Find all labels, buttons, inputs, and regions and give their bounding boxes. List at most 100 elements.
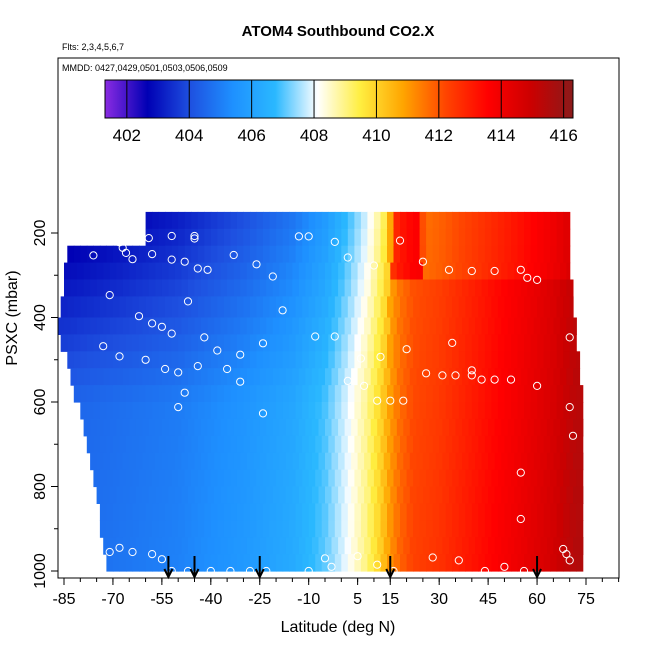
field-cell bbox=[481, 452, 489, 471]
field-cell bbox=[497, 520, 505, 538]
field-cell bbox=[458, 503, 466, 521]
field-cell bbox=[256, 385, 264, 403]
field-cell bbox=[106, 435, 114, 454]
observation-point bbox=[174, 403, 183, 412]
field-cell bbox=[165, 211, 173, 230]
field-cell bbox=[289, 245, 297, 264]
observation-point bbox=[506, 375, 516, 384]
field-cell bbox=[406, 520, 414, 538]
field-cell bbox=[475, 452, 483, 471]
field-cell bbox=[308, 554, 316, 572]
field-cell bbox=[416, 418, 424, 437]
field-cell bbox=[455, 262, 463, 281]
field-cell bbox=[302, 554, 310, 572]
field-cell bbox=[559, 418, 567, 437]
field-cell bbox=[243, 211, 251, 230]
field-cell bbox=[360, 211, 368, 230]
field-cell bbox=[546, 317, 554, 335]
field-cell bbox=[439, 402, 447, 420]
field-cell bbox=[233, 317, 241, 335]
field-cell bbox=[422, 537, 430, 555]
field-cell bbox=[344, 317, 352, 335]
field-cell bbox=[400, 554, 408, 572]
field-cell bbox=[520, 317, 528, 335]
field-cell bbox=[315, 554, 323, 572]
field-cell bbox=[250, 469, 258, 488]
field-cell bbox=[311, 537, 319, 555]
field-cell bbox=[112, 296, 120, 319]
x-tick-label: -85 bbox=[52, 591, 75, 608]
field-cell bbox=[266, 368, 274, 386]
field-cell bbox=[269, 385, 277, 403]
field-cell bbox=[308, 245, 316, 264]
field-cell bbox=[393, 211, 401, 230]
field-cell bbox=[579, 486, 584, 504]
field-cell bbox=[481, 279, 489, 297]
field-cell bbox=[497, 385, 505, 403]
field-cell bbox=[139, 245, 147, 264]
field-cell bbox=[302, 435, 310, 454]
field-cell bbox=[559, 279, 567, 297]
field-cell bbox=[158, 351, 166, 369]
observation-point bbox=[490, 375, 499, 384]
field-cell bbox=[393, 228, 401, 247]
field-cell bbox=[328, 228, 336, 247]
field-cell bbox=[285, 317, 293, 335]
field-cell bbox=[158, 402, 166, 420]
field-cell bbox=[217, 228, 225, 247]
field-cell bbox=[468, 418, 476, 437]
observation-point bbox=[330, 237, 339, 246]
field-cell bbox=[445, 351, 453, 369]
field-cell bbox=[334, 228, 342, 247]
field-cell bbox=[553, 317, 561, 335]
field-cell bbox=[367, 554, 375, 572]
field-cell bbox=[289, 351, 297, 369]
field-cell bbox=[230, 245, 238, 264]
field-cell bbox=[511, 228, 519, 247]
field-cell bbox=[429, 368, 437, 386]
field-cell bbox=[158, 211, 166, 230]
field-cell bbox=[308, 385, 316, 403]
field-cell bbox=[217, 334, 225, 352]
field-cell bbox=[331, 452, 339, 471]
field-cell bbox=[119, 402, 127, 420]
field-cell bbox=[367, 435, 375, 454]
field-cell bbox=[165, 385, 173, 403]
field-cell bbox=[422, 279, 430, 297]
field-cell bbox=[426, 435, 434, 454]
field-cell bbox=[315, 245, 323, 264]
field-cell bbox=[370, 262, 378, 281]
field-cell bbox=[311, 368, 319, 386]
field-cell bbox=[230, 296, 238, 319]
field-cell bbox=[158, 334, 166, 352]
field-cell bbox=[452, 211, 460, 230]
field-cell bbox=[135, 486, 143, 504]
field-cell bbox=[93, 402, 101, 420]
observation-point bbox=[157, 322, 166, 331]
field-cell bbox=[302, 351, 310, 369]
field-cell bbox=[569, 520, 577, 538]
observation-point bbox=[327, 562, 336, 571]
field-cell bbox=[494, 452, 502, 471]
flight-arrow-marker bbox=[163, 556, 174, 580]
field-cell bbox=[315, 296, 323, 319]
field-cell bbox=[442, 537, 450, 555]
field-cell bbox=[491, 245, 499, 264]
field-cell bbox=[533, 418, 541, 437]
co2-field bbox=[58, 211, 584, 572]
field-cell bbox=[484, 402, 492, 420]
field-cell bbox=[475, 317, 483, 335]
field-cell bbox=[272, 368, 280, 386]
field-cell bbox=[520, 452, 528, 471]
field-cell bbox=[158, 435, 166, 454]
field-cell bbox=[563, 334, 571, 352]
colorbar-tick-label: 416 bbox=[549, 126, 577, 145]
field-cell bbox=[491, 503, 499, 521]
field-cell bbox=[357, 368, 365, 386]
field-cell bbox=[559, 262, 567, 281]
field-cell bbox=[435, 317, 443, 335]
field-cell bbox=[145, 435, 153, 454]
observation-point bbox=[252, 260, 261, 269]
field-cell bbox=[442, 418, 450, 437]
field-cell bbox=[269, 520, 277, 538]
